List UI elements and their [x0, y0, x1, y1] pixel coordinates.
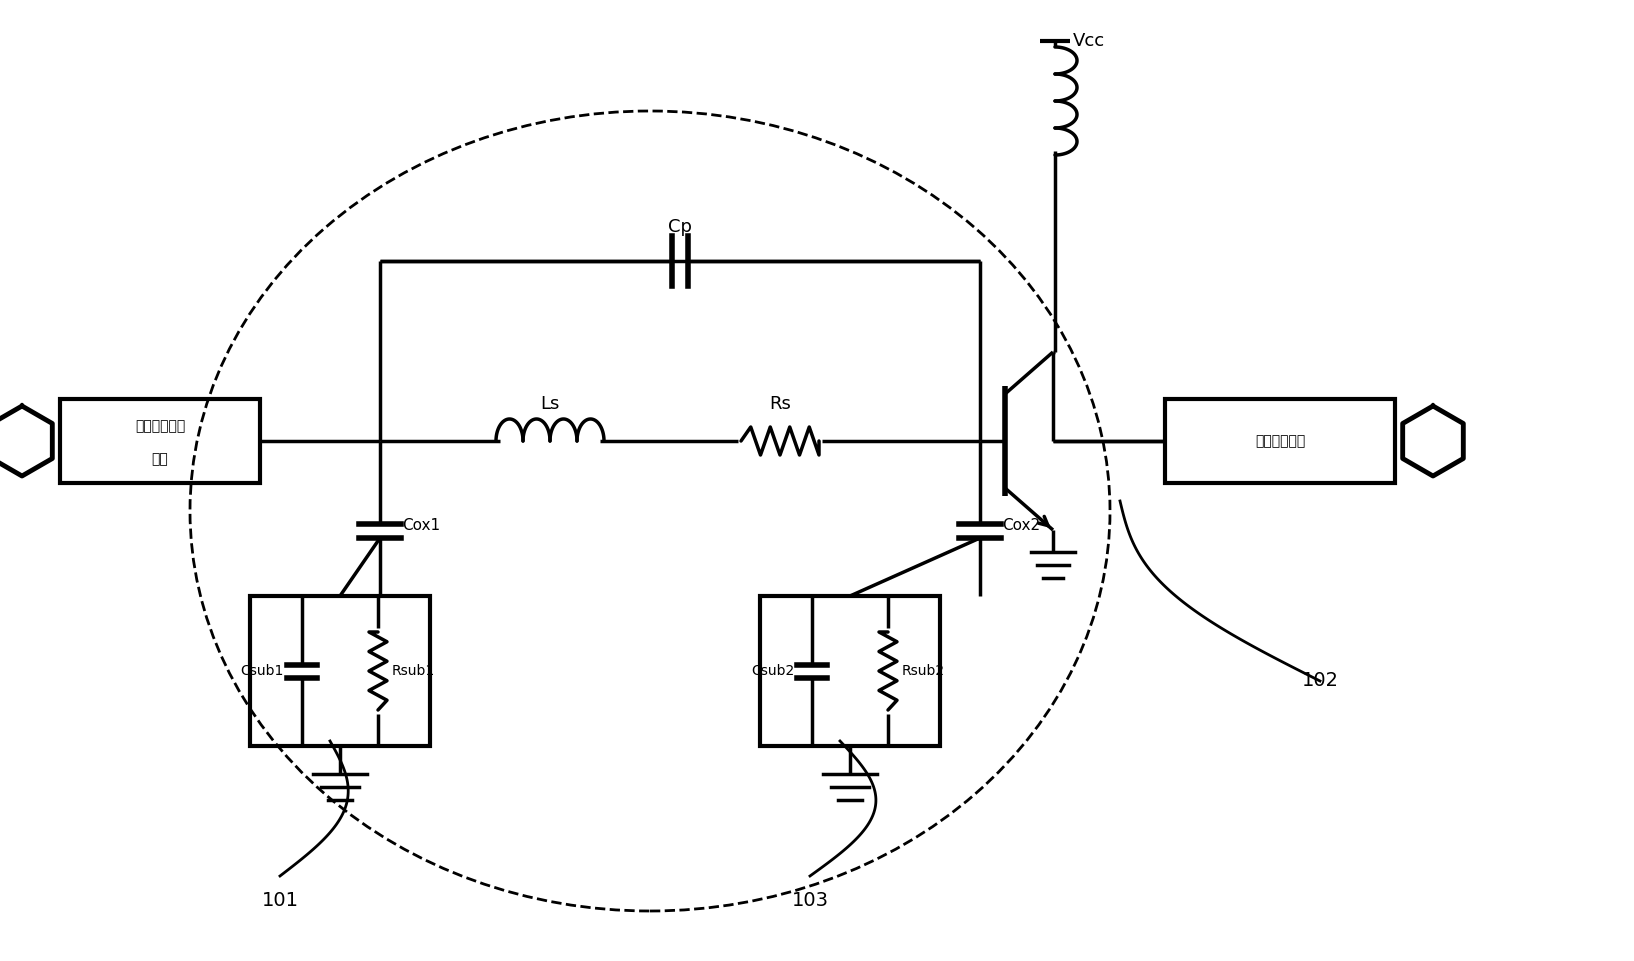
Text: Csub2: Csub2: [750, 664, 794, 678]
Text: Rsub1: Rsub1: [392, 664, 435, 678]
Text: Rs: Rs: [770, 395, 791, 413]
Text: Cox2: Cox2: [1002, 519, 1041, 533]
Text: Ls: Ls: [541, 395, 560, 413]
Text: Cp: Cp: [668, 218, 693, 236]
Text: Vcc: Vcc: [1074, 32, 1105, 50]
Text: 102: 102: [1302, 672, 1338, 691]
Bar: [1165, 399, 1395, 483]
Text: 片内输入匹配: 片内输入匹配: [136, 419, 185, 433]
Text: Csub1: Csub1: [240, 664, 284, 678]
Text: 103: 103: [791, 892, 828, 910]
Text: 电路: 电路: [152, 452, 168, 466]
Text: 输出匹配电路: 输出匹配电路: [1255, 434, 1306, 448]
Bar: [60, 399, 260, 483]
Bar: [250, 596, 430, 746]
Bar: [760, 596, 940, 746]
Text: Rsub2: Rsub2: [902, 664, 944, 678]
Text: Cox1: Cox1: [402, 519, 440, 533]
Text: 101: 101: [261, 892, 299, 910]
